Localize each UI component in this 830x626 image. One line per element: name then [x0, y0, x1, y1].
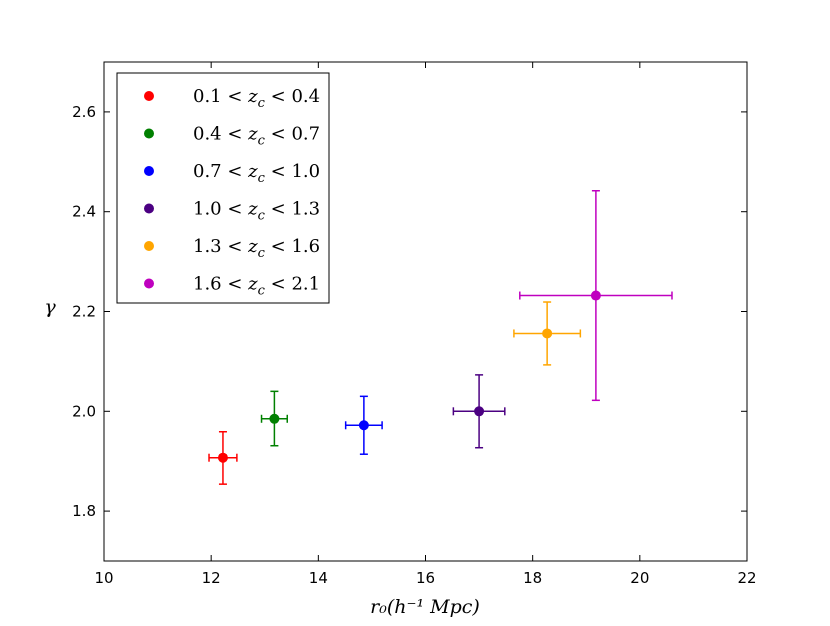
legend-label: 1.3 < zc < 1.6	[193, 236, 320, 261]
legend-marker	[144, 278, 154, 289]
data-point	[474, 406, 485, 417]
x-tick-label: 22	[737, 569, 756, 587]
x-tick-label: 10	[94, 569, 113, 587]
data-point	[590, 290, 601, 301]
legend-label: 0.7 < zc < 1.0	[193, 161, 320, 186]
y-tick-label: 2.6	[72, 103, 96, 121]
legend-marker	[144, 166, 154, 176]
legend-label-high: 1.6	[291, 236, 320, 257]
legend-label: 1.6 < zc < 2.1	[193, 274, 320, 299]
legend-marker	[144, 203, 154, 214]
data-point	[269, 413, 280, 424]
legend-label-low: 0.4	[193, 124, 222, 145]
legend-label-low: 0.1	[193, 86, 222, 107]
legend-label-high: 0.4	[291, 86, 320, 107]
data-points	[217, 290, 601, 463]
legend-marker	[144, 91, 154, 101]
legend-marker	[144, 128, 154, 139]
data-point	[217, 452, 228, 463]
legend-marker	[144, 241, 154, 251]
x-tick-label: 12	[202, 569, 221, 587]
x-tick-label: 20	[630, 569, 649, 587]
legend-label: 0.1 < zc < 0.4	[193, 86, 320, 111]
axis-ticks: 10 12 14 16 18 20 22 1.8 2.0 2.2 2.4 2.6	[72, 62, 757, 587]
legend-label: 1.0 < zc < 1.3	[193, 199, 320, 224]
legend-label-high: 2.1	[291, 274, 320, 295]
y-tick-label: 2.2	[72, 303, 96, 321]
y-tick-label: 1.8	[72, 502, 96, 520]
legend-label-high: 1.0	[291, 161, 320, 182]
legend-label-low: 1.3	[193, 236, 222, 257]
x-tick-label: 14	[309, 569, 328, 587]
legend-label-low: 1.0	[193, 199, 222, 220]
legend-box	[116, 72, 330, 304]
y-tick-label: 2.4	[72, 203, 96, 221]
legend: 0.1 < zc < 0.4 0.4 < zc < 0.7 0.7 < zc < 1…	[144, 86, 320, 299]
legend-label-low: 0.7	[193, 161, 222, 182]
legend-label-high: 1.3	[291, 199, 320, 220]
x-tick-label: 18	[523, 569, 542, 587]
legend-label: 0.4 < zc < 0.7	[193, 124, 320, 149]
legend-label-low: 1.6	[193, 274, 222, 295]
x-tick-label: 16	[416, 569, 435, 587]
x-axis-label: r₀(h⁻¹ Mpc)	[370, 596, 480, 618]
data-point	[542, 328, 553, 339]
data-point	[358, 420, 369, 431]
y-axis-label: γ	[44, 296, 56, 318]
legend-label-high: 0.7	[291, 124, 320, 145]
y-tick-label: 2.0	[72, 402, 96, 420]
